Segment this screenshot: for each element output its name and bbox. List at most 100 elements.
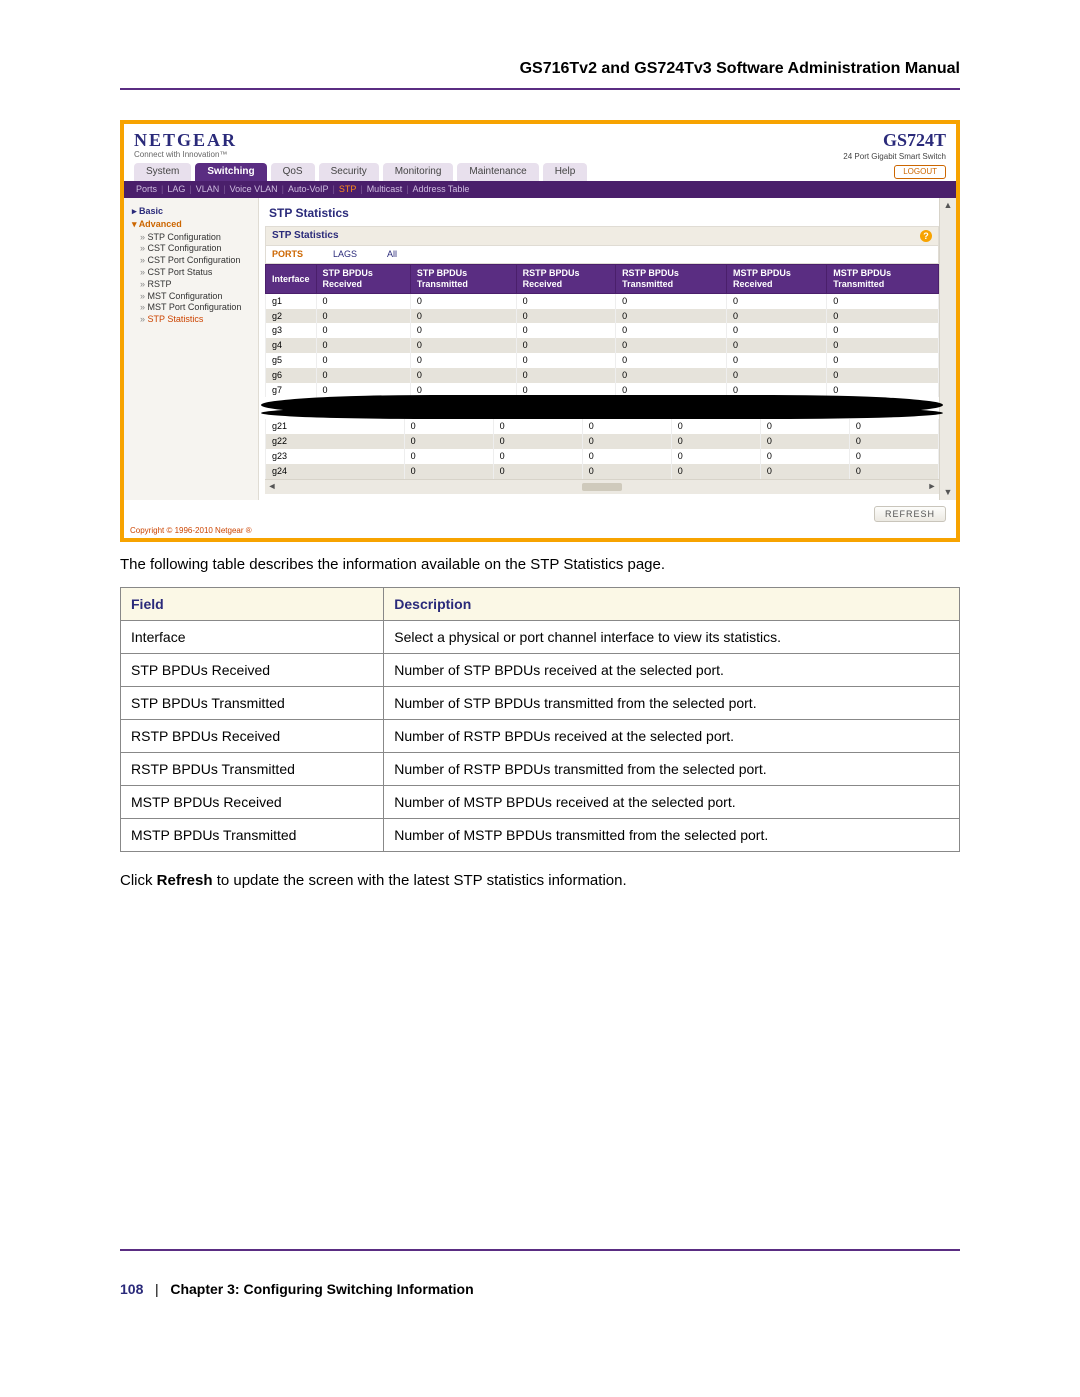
brand-tagline: Connect with Innovation™ <box>134 150 237 160</box>
table-cell: 0 <box>582 434 671 449</box>
table-cell: 0 <box>671 464 760 479</box>
table-cell: g1 <box>266 293 317 308</box>
screenshot-header: NETGEAR Connect with Innovation™ GS724T … <box>124 124 956 163</box>
table-cell: 0 <box>827 368 939 383</box>
sidebar-item-rstp[interactable]: RSTP <box>132 279 252 290</box>
table-row: MSTP BPDUs TransmittedNumber of MSTP BPD… <box>121 818 960 851</box>
subnav-multicast[interactable]: Multicast <box>367 184 403 195</box>
table-cell: 0 <box>616 309 727 324</box>
hscroll-right-arrow[interactable]: ► <box>925 481 939 492</box>
tab-security[interactable]: Security <box>319 163 379 181</box>
table-cell: 0 <box>410 309 516 324</box>
table-cell: 0 <box>760 464 849 479</box>
table-cell: MSTP BPDUs Received <box>121 785 384 818</box>
subnav-vlan[interactable]: VLAN <box>196 184 220 195</box>
logout-button[interactable]: LOGOUT <box>894 165 946 179</box>
table-cell: 0 <box>516 293 615 308</box>
filter-lags[interactable]: LAGS <box>333 249 357 260</box>
col-rstp-rx: RSTP BPDUs Received <box>516 265 615 294</box>
table-cell: 0 <box>616 293 727 308</box>
filter-all[interactable]: All <box>387 249 397 260</box>
table-cell: 0 <box>671 419 760 434</box>
table-cell: Number of STP BPDUs transmitted from the… <box>384 686 960 719</box>
table-cell: 0 <box>727 338 827 353</box>
table-cell: 0 <box>516 309 615 324</box>
table-row: InterfaceSelect a physical or port chann… <box>121 620 960 653</box>
sidebar-group-advanced[interactable]: ▾ Advanced <box>132 219 252 230</box>
vscroll-up-arrow[interactable]: ▲ <box>941 198 955 212</box>
table-row: g22000000 <box>266 434 939 449</box>
table-cell: 0 <box>616 323 727 338</box>
table-row: MSTP BPDUs ReceivedNumber of MSTP BPDUs … <box>121 785 960 818</box>
table-cell: RSTP BPDUs Received <box>121 719 384 752</box>
hscroll-left-arrow[interactable]: ◄ <box>265 481 279 492</box>
model-code: GS724T <box>843 130 946 152</box>
table-cell: 0 <box>316 309 410 324</box>
vscroll-down-arrow[interactable]: ▼ <box>941 486 955 500</box>
document-title: GS716Tv2 and GS724Tv3 Software Administr… <box>120 60 960 78</box>
field-description-table: Field Description InterfaceSelect a phys… <box>120 587 960 852</box>
subnav-lag[interactable]: LAG <box>167 184 185 195</box>
sidebar-item-mst-config[interactable]: MST Configuration <box>132 291 252 302</box>
subnav-voice-vlan[interactable]: Voice VLAN <box>230 184 278 195</box>
table-cell: 0 <box>727 368 827 383</box>
table-cell: 0 <box>582 449 671 464</box>
subnav-ports[interactable]: Ports <box>136 184 157 195</box>
sidebar-item-mst-port-config[interactable]: MST Port Configuration <box>132 302 252 313</box>
sidebar-item-cst-port-status[interactable]: CST Port Status <box>132 267 252 278</box>
table-cell: 0 <box>849 464 938 479</box>
sidebar-group-basic[interactable]: ▸ Basic <box>132 206 252 217</box>
stp-statistics-table: Interface STP BPDUs Received STP BPDUs T… <box>265 264 939 397</box>
help-icon[interactable]: ? <box>920 230 932 242</box>
table-cell: 0 <box>727 323 827 338</box>
sidebar-item-cst-port-config[interactable]: CST Port Configuration <box>132 255 252 266</box>
sidebar-item-stp-statistics[interactable]: STP Statistics <box>132 314 252 325</box>
table-row: STP BPDUs ReceivedNumber of STP BPDUs re… <box>121 653 960 686</box>
page-number: 108 <box>120 1281 143 1297</box>
footer-divider <box>120 1249 960 1251</box>
filter-ports[interactable]: PORTS <box>272 249 303 260</box>
tab-system[interactable]: System <box>134 163 191 181</box>
table-row: g24000000 <box>266 464 939 479</box>
table-cell: 0 <box>404 464 493 479</box>
table-row: g6000000 <box>266 368 939 383</box>
table-row: RSTP BPDUs ReceivedNumber of RSTP BPDUs … <box>121 719 960 752</box>
tab-switching[interactable]: Switching <box>195 163 266 181</box>
sidebar-item-stp-config[interactable]: STP Configuration <box>132 232 252 243</box>
tab-help[interactable]: Help <box>543 163 588 181</box>
table-cell: g24 <box>266 464 405 479</box>
table-cell: 0 <box>404 449 493 464</box>
subnav-address-table[interactable]: Address Table <box>413 184 470 195</box>
subnav-stp[interactable]: STP <box>339 184 357 195</box>
panel-subtitle-bar: STP Statistics ? <box>265 226 939 246</box>
table-cell: MSTP BPDUs Transmitted <box>121 818 384 851</box>
vertical-scrollbar[interactable]: ▲ ▼ <box>939 198 956 500</box>
refresh-button[interactable]: REFRESH <box>874 506 946 523</box>
table-cell: g2 <box>266 309 317 324</box>
filter-row: PORTS LAGS All <box>265 246 939 264</box>
intro-paragraph: The following table describes the inform… <box>120 556 960 573</box>
table-cell: g4 <box>266 338 317 353</box>
tab-qos[interactable]: QoS <box>271 163 315 181</box>
table-cell: 0 <box>671 449 760 464</box>
tab-monitoring[interactable]: Monitoring <box>383 163 454 181</box>
table-cell: 0 <box>727 353 827 368</box>
sidebar-item-cst-config[interactable]: CST Configuration <box>132 243 252 254</box>
horizontal-scrollbar[interactable]: ◄ ► <box>265 479 939 494</box>
hscroll-thumb[interactable] <box>582 483 622 491</box>
table-cell: g23 <box>266 449 405 464</box>
brand-logo: NETGEAR <box>134 130 237 152</box>
table-cell: 0 <box>410 353 516 368</box>
subnav-auto-voip[interactable]: Auto-VoIP <box>288 184 329 195</box>
table-row: g3000000 <box>266 323 939 338</box>
tab-maintenance[interactable]: Maintenance <box>457 163 538 181</box>
table-cell: Number of STP BPDUs received at the sele… <box>384 653 960 686</box>
sidebar: ▸ Basic ▾ Advanced STP Configuration CST… <box>124 198 258 500</box>
table-row: g21000000 <box>266 419 939 434</box>
col-mstp-rx: MSTP BPDUs Received <box>727 265 827 294</box>
col-stp-tx: STP BPDUs Transmitted <box>410 265 516 294</box>
table-cell: 0 <box>760 434 849 449</box>
table-cell: g5 <box>266 353 317 368</box>
table-cell: Number of MSTP BPDUs received at the sel… <box>384 785 960 818</box>
table-cell: 0 <box>727 309 827 324</box>
